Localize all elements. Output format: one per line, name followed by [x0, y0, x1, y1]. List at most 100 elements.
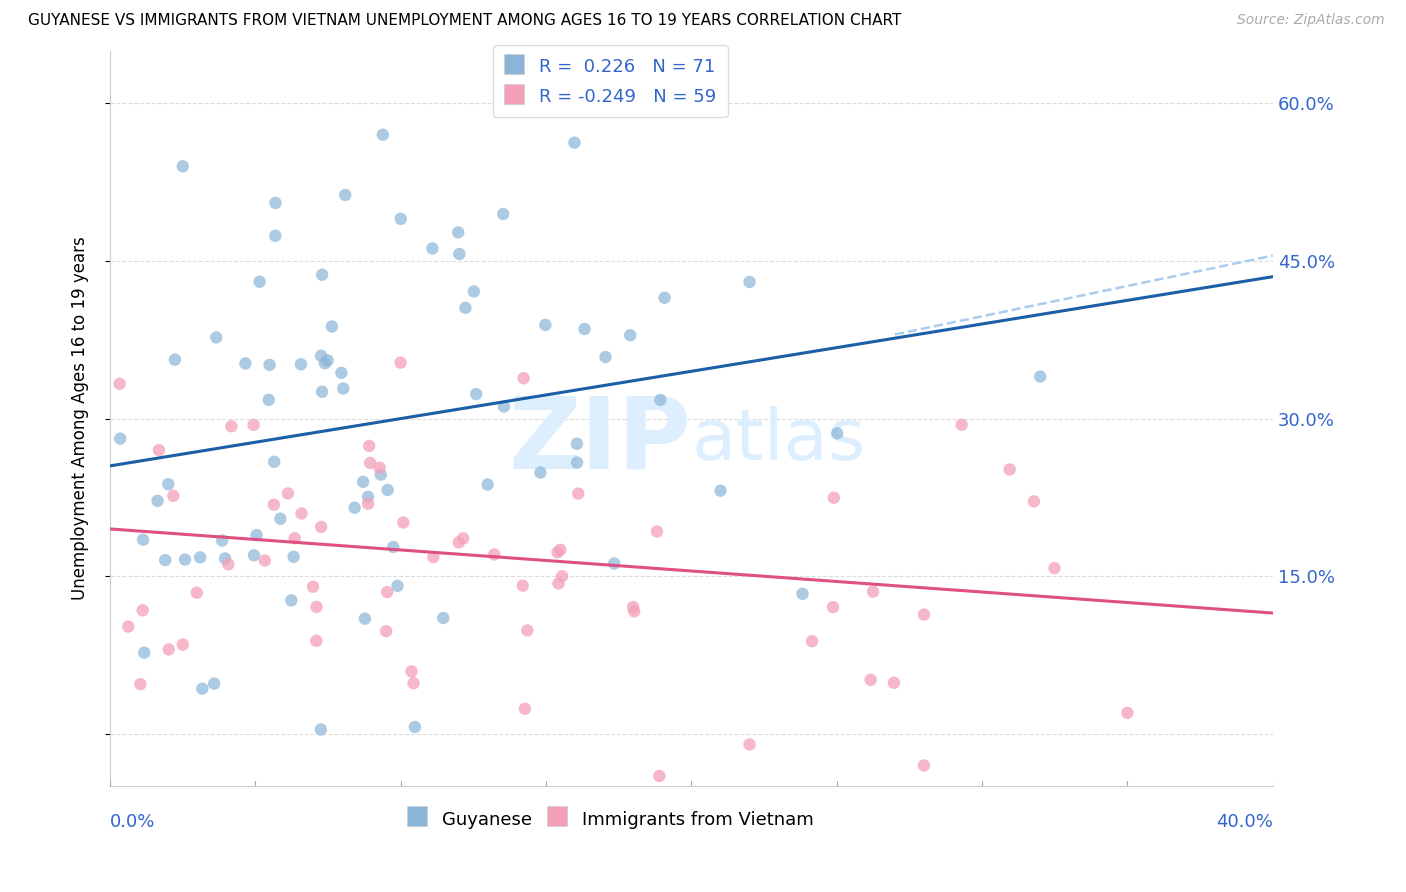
Point: [277, 486, 299, 500]
Point: [332, 382, 354, 396]
Point: [375, 585, 398, 599]
Point: [314, 356, 336, 370]
Point: [311, 268, 333, 282]
Point: [108, 376, 131, 391]
Point: [463, 285, 485, 299]
Point: [174, 552, 197, 566]
Point: [148, 443, 170, 458]
Point: [621, 600, 644, 615]
Point: [825, 426, 848, 441]
Point: [253, 553, 276, 567]
Point: [354, 612, 377, 626]
Point: [163, 352, 186, 367]
Text: Source: ZipAtlas.com: Source: ZipAtlas.com: [1237, 13, 1385, 28]
Point: [375, 624, 398, 639]
Point: [402, 676, 425, 690]
Point: [370, 467, 392, 482]
Point: [359, 456, 381, 470]
Point: [392, 516, 415, 530]
Point: [290, 357, 312, 371]
Point: [191, 681, 214, 696]
Point: [131, 603, 153, 617]
Point: [382, 540, 405, 554]
Point: [269, 511, 291, 525]
Legend: Guyanese, Immigrants from Vietnam: Guyanese, Immigrants from Vietnam: [399, 801, 821, 837]
Point: [465, 387, 488, 401]
Point: [564, 136, 586, 150]
Point: [283, 549, 305, 564]
Point: [650, 392, 672, 407]
Point: [1116, 706, 1139, 720]
Point: [492, 207, 515, 221]
Point: [950, 417, 973, 432]
Point: [257, 392, 280, 407]
Point: [162, 489, 184, 503]
Point: [309, 520, 332, 534]
Point: [477, 477, 499, 491]
Point: [202, 676, 225, 690]
Point: [565, 456, 588, 470]
Text: ZIP: ZIP: [509, 392, 692, 489]
Point: [401, 665, 423, 679]
Point: [550, 542, 572, 557]
Point: [432, 611, 454, 625]
Point: [619, 328, 641, 343]
Point: [309, 723, 332, 737]
Point: [188, 550, 211, 565]
Point: [404, 720, 426, 734]
Point: [172, 159, 194, 173]
Point: [823, 491, 845, 505]
Point: [284, 531, 307, 545]
Point: [243, 549, 266, 563]
Point: [801, 634, 824, 648]
Point: [309, 349, 332, 363]
Point: [595, 350, 617, 364]
Point: [134, 646, 156, 660]
Point: [172, 638, 194, 652]
Point: [117, 619, 139, 633]
Point: [343, 500, 366, 515]
Point: [264, 195, 287, 210]
Point: [516, 624, 538, 638]
Point: [883, 675, 905, 690]
Point: [447, 226, 470, 240]
Point: [242, 417, 264, 432]
Point: [547, 576, 569, 591]
Point: [157, 477, 180, 491]
Point: [335, 188, 357, 202]
Y-axis label: Unemployment Among Ages 16 to 19 years: Unemployment Among Ages 16 to 19 years: [72, 236, 89, 600]
Point: [862, 584, 884, 599]
Point: [157, 642, 180, 657]
Point: [422, 242, 444, 256]
Point: [357, 490, 380, 504]
Point: [859, 673, 882, 687]
Point: [451, 532, 474, 546]
Point: [235, 356, 257, 370]
Point: [547, 545, 569, 559]
Point: [492, 400, 515, 414]
Text: 0.0%: 0.0%: [110, 813, 156, 830]
Point: [110, 432, 132, 446]
Point: [211, 533, 233, 548]
Point: [352, 475, 374, 489]
Point: [311, 384, 333, 399]
Point: [447, 535, 470, 549]
Point: [146, 494, 169, 508]
Point: [512, 371, 534, 385]
Point: [648, 769, 671, 783]
Point: [221, 419, 243, 434]
Point: [513, 702, 536, 716]
Point: [305, 633, 328, 648]
Point: [155, 553, 177, 567]
Point: [574, 322, 596, 336]
Point: [280, 593, 302, 607]
Point: [316, 353, 339, 368]
Point: [371, 128, 394, 142]
Point: [359, 439, 381, 453]
Point: [512, 579, 534, 593]
Point: [321, 319, 343, 334]
Point: [565, 436, 588, 450]
Point: [645, 524, 668, 539]
Point: [302, 580, 325, 594]
Point: [738, 738, 761, 752]
